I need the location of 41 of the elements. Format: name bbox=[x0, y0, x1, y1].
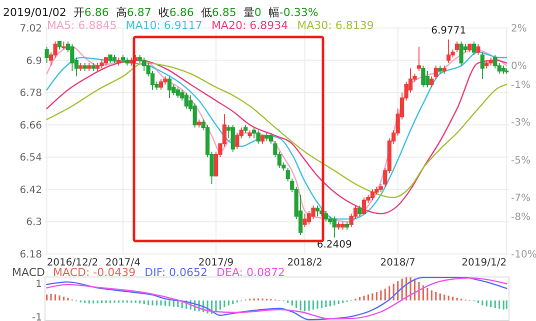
text: 高6.87 bbox=[116, 6, 152, 19]
chart-title: MACD bbox=[12, 266, 45, 279]
y-tick-label: 6.42 bbox=[20, 184, 42, 196]
y-tick-label: 1 bbox=[36, 279, 42, 290]
text: MA20: 6.8934 bbox=[211, 18, 288, 32]
text: MA30: 6.8139 bbox=[297, 18, 374, 32]
text: DEA: 0.0872 bbox=[216, 266, 285, 279]
x-tick-label: 2017/4 bbox=[105, 258, 141, 268]
annotation: 6.2409 bbox=[316, 240, 352, 251]
y-tick-label: 6.9 bbox=[26, 56, 42, 67]
y-tick-label: 6.78 bbox=[20, 88, 42, 100]
series-label: MACD: -0.0439 bbox=[53, 266, 136, 279]
series-label: DIF: 0.0652 bbox=[144, 266, 208, 279]
annotation: 6.9771 bbox=[431, 26, 466, 37]
x-tick-label: 2018/7 bbox=[380, 258, 416, 268]
text: 收6.86 bbox=[158, 6, 194, 19]
y2-tick-label: -7% bbox=[511, 193, 530, 204]
x-tick-label: 2019/1/2 bbox=[462, 258, 507, 268]
y2-tick-label: 0% bbox=[511, 61, 527, 72]
y-tick-label: 6.3 bbox=[26, 217, 42, 228]
x-tick-label: 2018/2 bbox=[287, 258, 322, 268]
y-tick-label: 6.54 bbox=[20, 152, 42, 164]
text: MA10: 6.9117 bbox=[126, 18, 202, 32]
text: 开6.86 bbox=[73, 6, 109, 19]
text: 2019/01/02 bbox=[3, 6, 66, 19]
text: 低6.85 bbox=[200, 6, 236, 19]
y2-tick-label: -10% bbox=[511, 250, 536, 260]
x-tick-label: 2016/12/2 bbox=[46, 258, 98, 268]
x-tick-label: 2017/9 bbox=[198, 258, 234, 268]
y2-tick-label: -3% bbox=[511, 118, 530, 129]
y-tick-label: -1 bbox=[32, 312, 42, 321]
text: 量0 bbox=[243, 6, 262, 19]
y2-tick-label: 2% bbox=[511, 24, 527, 34]
y2-tick-label: -1% bbox=[511, 80, 530, 91]
y2-tick-label: -5% bbox=[511, 155, 530, 166]
y-tick-label: 6.18 bbox=[20, 250, 42, 260]
y-tick-label: 6.66 bbox=[20, 120, 42, 132]
y2-tick-label: -8% bbox=[511, 212, 530, 223]
text: 幅-0.33% bbox=[268, 6, 318, 19]
y-tick-label: 7.02 bbox=[20, 24, 42, 34]
text: MA5: 6.8845 bbox=[47, 18, 117, 32]
